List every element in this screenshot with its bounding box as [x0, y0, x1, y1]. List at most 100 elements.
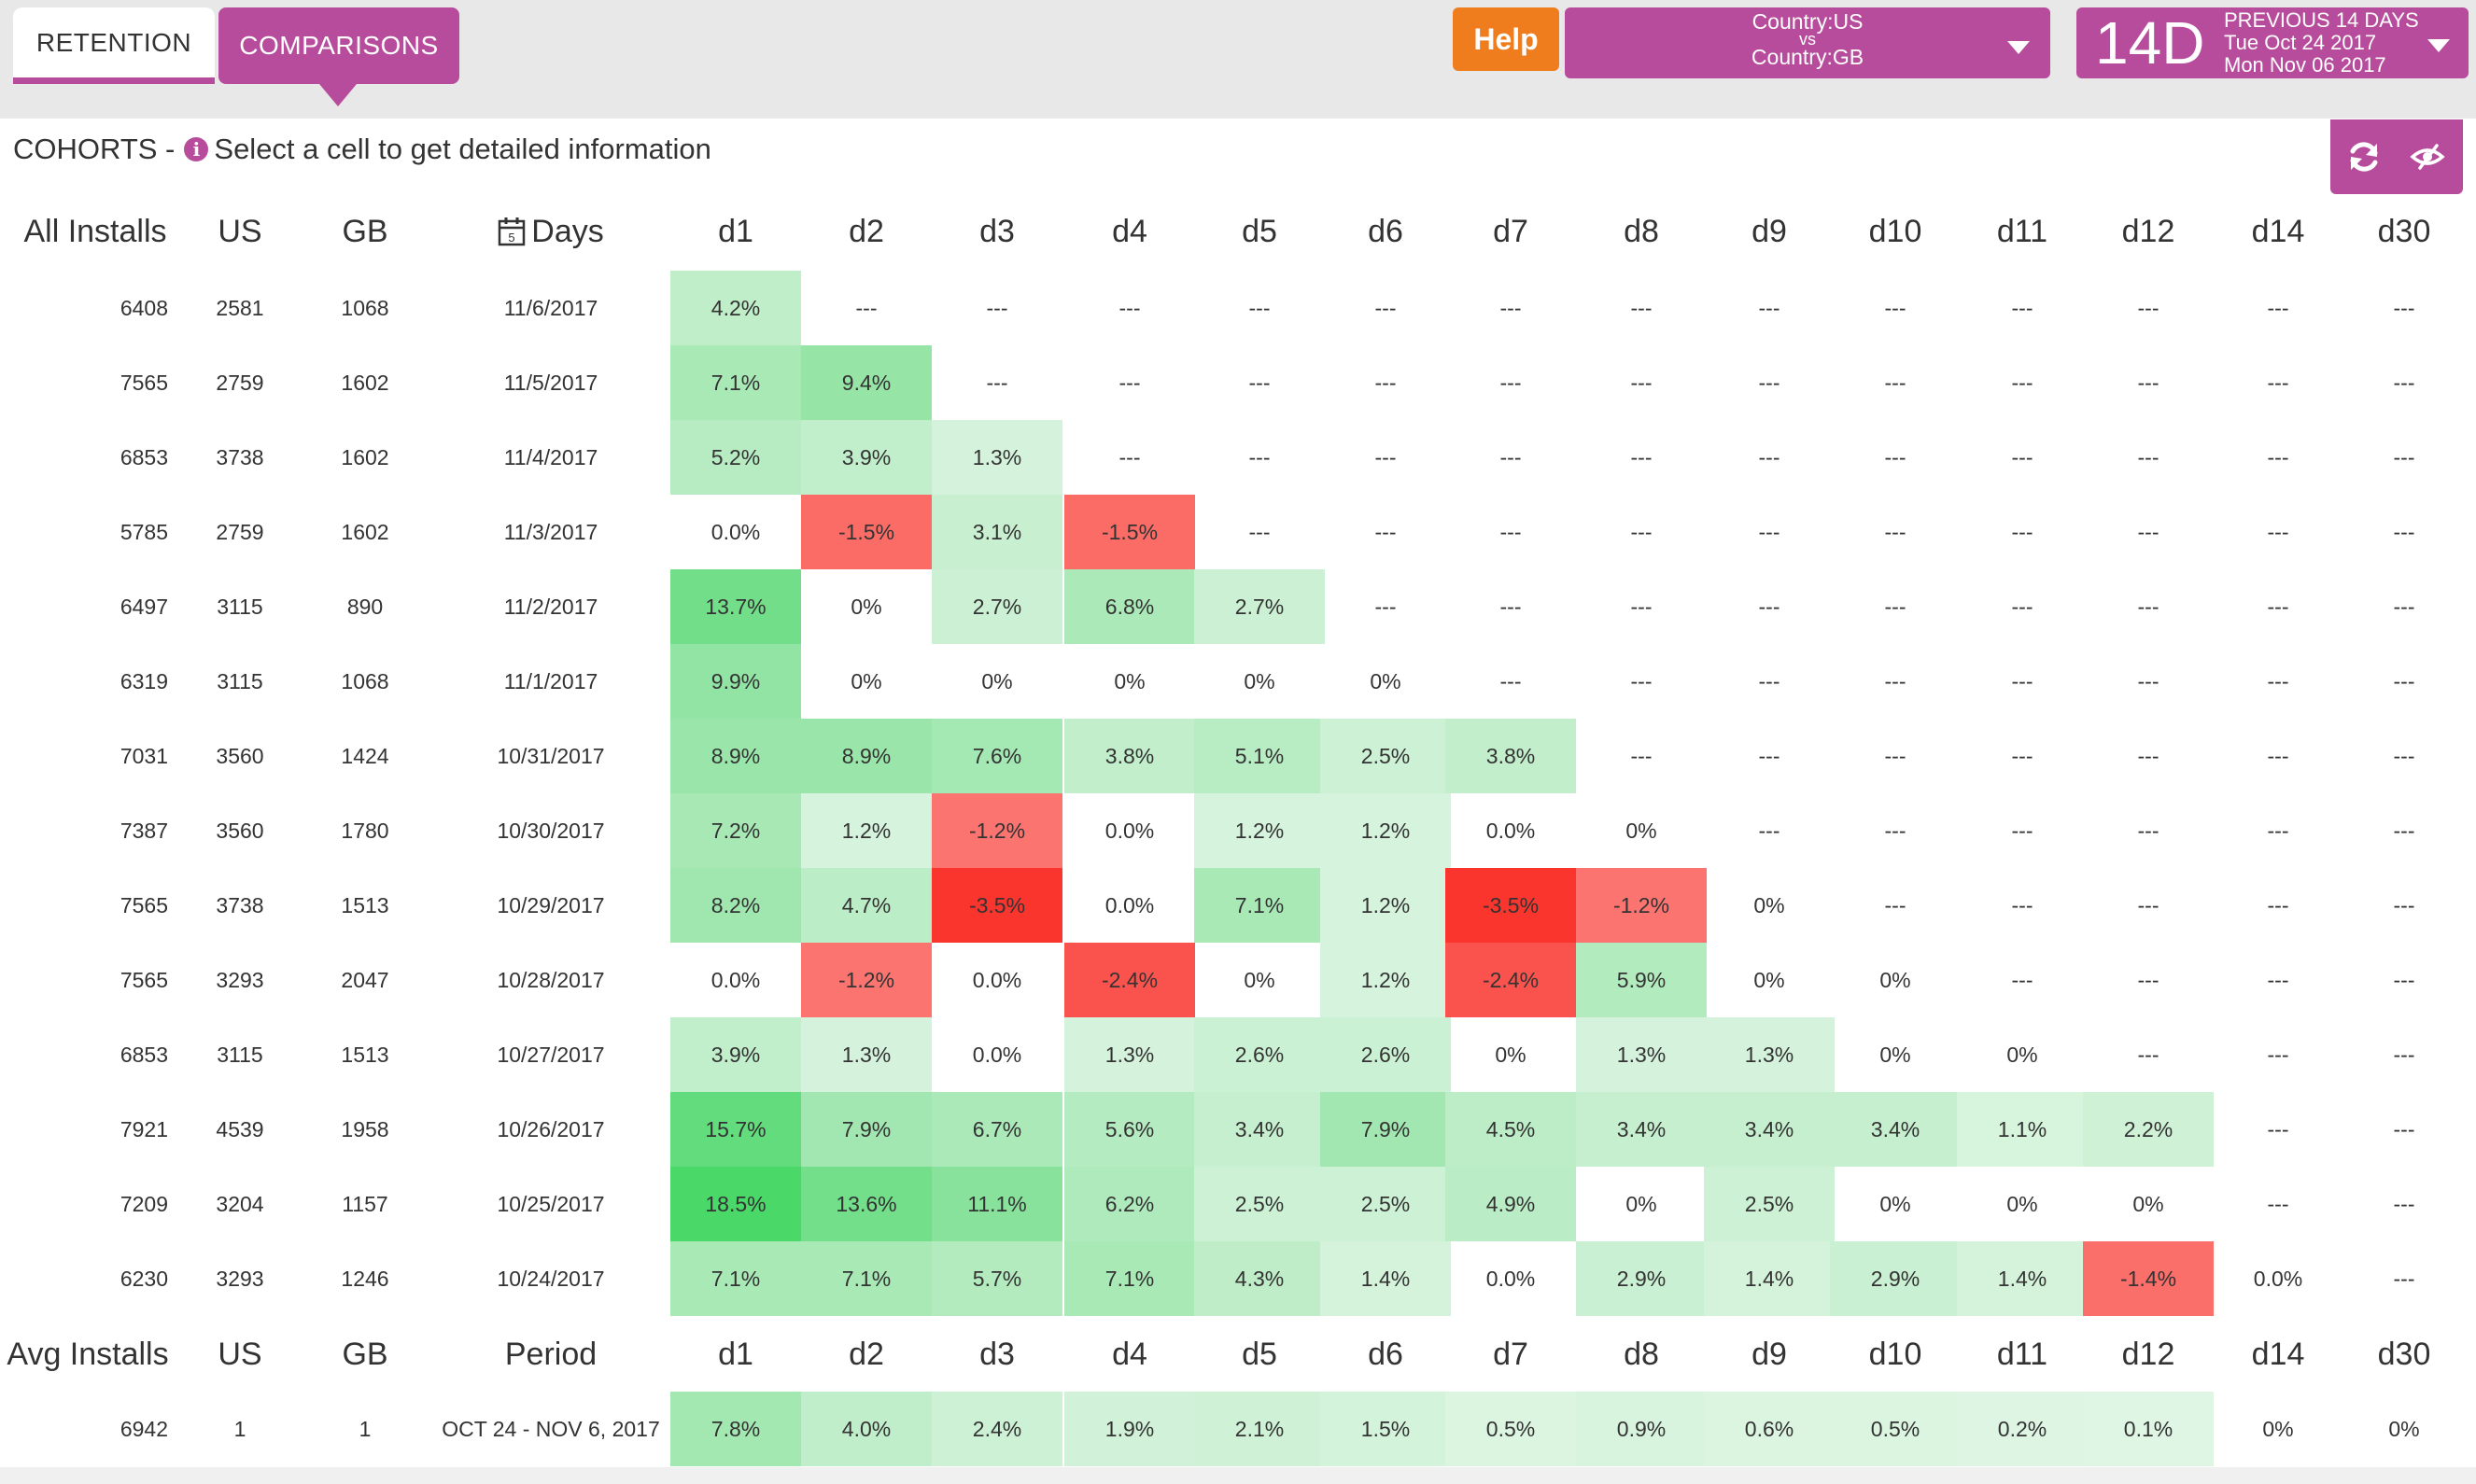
retention-cell[interactable]: 3.4%	[1704, 1092, 1835, 1167]
retention-cell[interactable]: 0%	[851, 668, 882, 693]
retention-cell[interactable]: 0%	[1879, 1042, 1911, 1067]
retention-cell[interactable]: 3.1%	[932, 495, 1062, 569]
retention-cell[interactable]: 0%	[981, 668, 1013, 693]
retention-cell[interactable]: 1.2%	[801, 793, 932, 868]
retention-cell[interactable]: 7.1%	[1194, 868, 1325, 943]
retention-cell[interactable]: 3.4%	[1830, 1092, 1961, 1167]
refresh-icon[interactable]	[2345, 138, 2383, 175]
retention-cell[interactable]: 15.7%	[670, 1092, 801, 1167]
help-button[interactable]: Help	[1453, 7, 1559, 71]
retention-cell[interactable]: 11.1%	[932, 1167, 1062, 1241]
retention-cell[interactable]: 4.2%	[670, 271, 801, 345]
country-filter-select[interactable]: Country:US vs Country:GB	[1565, 7, 2050, 78]
avg-retention-cell[interactable]: 0.9%	[1576, 1392, 1707, 1466]
retention-cell[interactable]: 0.0%	[2253, 1266, 2303, 1291]
retention-cell[interactable]: 7.6%	[932, 719, 1062, 793]
retention-cell[interactable]: -1.4%	[2083, 1241, 2214, 1316]
eye-slash-icon[interactable]	[2409, 138, 2446, 175]
retention-cell[interactable]: 0%	[1370, 668, 1401, 693]
retention-cell[interactable]: 1.4%	[1320, 1241, 1451, 1316]
retention-cell[interactable]: 0%	[2006, 1191, 2038, 1216]
retention-cell[interactable]: 6.2%	[1064, 1167, 1195, 1241]
retention-cell[interactable]: 1.2%	[1320, 793, 1451, 868]
retention-cell[interactable]: 3.9%	[670, 1017, 801, 1092]
retention-cell[interactable]: 2.9%	[1576, 1241, 1707, 1316]
avg-retention-cell[interactable]: 0.6%	[1704, 1392, 1835, 1466]
retention-cell[interactable]: 1.3%	[1576, 1017, 1707, 1092]
retention-cell[interactable]: 6.8%	[1064, 569, 1195, 644]
retention-cell[interactable]: 2.5%	[1704, 1167, 1835, 1241]
retention-cell[interactable]: 2.2%	[2083, 1092, 2214, 1167]
retention-cell[interactable]: 7.1%	[1064, 1241, 1195, 1316]
retention-cell[interactable]: 0.0%	[1485, 1266, 1536, 1291]
retention-cell[interactable]: 0%	[1753, 892, 1785, 917]
avg-retention-cell[interactable]: 7.8%	[670, 1392, 801, 1466]
retention-cell[interactable]: 1.2%	[1194, 793, 1325, 868]
retention-cell[interactable]: 13.7%	[670, 569, 801, 644]
avg-retention-cell[interactable]: 2.4%	[932, 1392, 1062, 1466]
retention-cell[interactable]: 5.7%	[932, 1241, 1062, 1316]
retention-cell[interactable]: 0.0%	[972, 967, 1022, 992]
avg-retention-cell[interactable]: 1.5%	[1320, 1392, 1451, 1466]
retention-cell[interactable]: 3.9%	[801, 420, 932, 495]
retention-cell[interactable]: 7.1%	[801, 1241, 932, 1316]
retention-cell[interactable]: 2.5%	[1194, 1167, 1325, 1241]
retention-cell[interactable]: 9.9%	[670, 644, 801, 719]
avg-retention-cell[interactable]: 0.5%	[1830, 1392, 1961, 1466]
retention-cell[interactable]: 4.3%	[1194, 1241, 1325, 1316]
retention-cell[interactable]: 0%	[1244, 967, 1275, 992]
retention-cell[interactable]: 7.9%	[801, 1092, 932, 1167]
retention-cell[interactable]: 0%	[2006, 1042, 2038, 1067]
retention-cell[interactable]: 0%	[1495, 1042, 1526, 1067]
avg-retention-cell[interactable]: 1.9%	[1064, 1392, 1195, 1466]
retention-cell[interactable]: 0%	[1244, 668, 1275, 693]
retention-cell[interactable]: 3.8%	[1064, 719, 1195, 793]
retention-cell[interactable]: 1.3%	[801, 1017, 932, 1092]
retention-cell[interactable]: 5.1%	[1194, 719, 1325, 793]
avg-retention-cell[interactable]: 4.0%	[801, 1392, 932, 1466]
retention-cell[interactable]: 1.3%	[1064, 1017, 1195, 1092]
retention-cell[interactable]: 4.7%	[801, 868, 932, 943]
retention-cell[interactable]: 3.4%	[1194, 1092, 1325, 1167]
retention-cell[interactable]: 3.8%	[1445, 719, 1576, 793]
retention-cell[interactable]: 7.1%	[670, 345, 801, 420]
retention-cell[interactable]: 0.0%	[710, 519, 761, 544]
retention-cell[interactable]: 8.2%	[670, 868, 801, 943]
retention-cell[interactable]: 0.0%	[1104, 818, 1155, 843]
retention-cell[interactable]: 1.3%	[1704, 1017, 1835, 1092]
avg-retention-cell[interactable]: 0%	[2388, 1416, 2420, 1441]
retention-cell[interactable]: 1.4%	[1957, 1241, 2088, 1316]
avg-retention-cell[interactable]: 0.5%	[1445, 1392, 1576, 1466]
retention-cell[interactable]: 2.9%	[1830, 1241, 1961, 1316]
retention-cell[interactable]: 0%	[1753, 967, 1785, 992]
tab-retention[interactable]: RETENTION	[13, 7, 215, 84]
retention-cell[interactable]: 0.0%	[1485, 818, 1536, 843]
retention-cell[interactable]: 0%	[1114, 668, 1146, 693]
tab-comparisons[interactable]: COMPARISONS	[218, 7, 459, 106]
retention-cell[interactable]: -1.5%	[801, 495, 932, 569]
retention-cell[interactable]: 7.9%	[1320, 1092, 1451, 1167]
retention-cell[interactable]: 5.2%	[670, 420, 801, 495]
retention-cell[interactable]: 9.4%	[801, 345, 932, 420]
avg-retention-cell[interactable]: 0.1%	[2083, 1392, 2214, 1466]
retention-cell[interactable]: 0%	[1625, 818, 1657, 843]
retention-cell[interactable]: 2.6%	[1320, 1017, 1451, 1092]
retention-cell[interactable]: 0%	[1625, 1191, 1657, 1216]
date-range-select[interactable]: 14D PREVIOUS 14 DAYS Tue Oct 24 2017 Mon…	[2076, 7, 2469, 78]
retention-cell[interactable]: -1.2%	[1576, 868, 1707, 943]
retention-cell[interactable]: -1.5%	[1064, 495, 1195, 569]
retention-cell[interactable]: 7.1%	[670, 1241, 801, 1316]
retention-cell[interactable]: -1.2%	[801, 943, 932, 1017]
retention-cell[interactable]: 0%	[2132, 1191, 2164, 1216]
retention-cell[interactable]: -1.2%	[932, 793, 1062, 868]
retention-cell[interactable]: 4.5%	[1445, 1092, 1576, 1167]
retention-cell[interactable]: 1.2%	[1320, 943, 1451, 1017]
retention-cell[interactable]: -3.5%	[1445, 868, 1576, 943]
retention-cell[interactable]: 4.9%	[1445, 1167, 1576, 1241]
retention-cell[interactable]: 0.0%	[1104, 892, 1155, 917]
retention-cell[interactable]: 2.5%	[1320, 1167, 1451, 1241]
retention-cell[interactable]: 1.1%	[1957, 1092, 2088, 1167]
retention-cell[interactable]: -3.5%	[932, 868, 1062, 943]
retention-cell[interactable]: 1.3%	[932, 420, 1062, 495]
retention-cell[interactable]: 8.9%	[670, 719, 801, 793]
